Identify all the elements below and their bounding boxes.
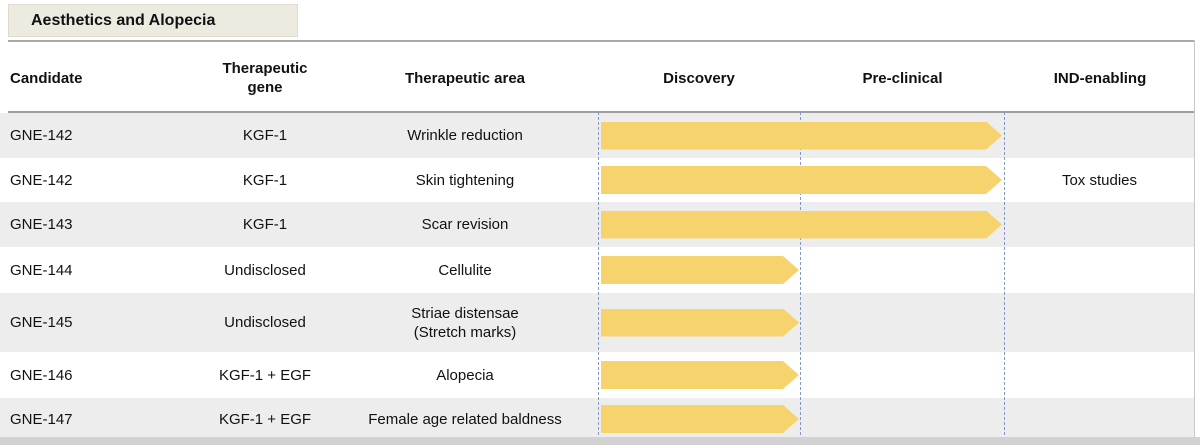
slide-title-tab: Aesthetics and Alopecia: [8, 4, 298, 37]
therapeutic-gene-cell: Undisclosed: [224, 261, 306, 279]
candidate-cell: GNE-142: [10, 171, 73, 189]
candidate-cell: GNE-144: [10, 261, 73, 279]
progress-arrow: [601, 361, 799, 389]
progress-arrow: [601, 122, 1002, 150]
table-bottom-edge: [0, 437, 1200, 445]
progress-arrow: [601, 405, 799, 433]
title-divider-line: [8, 40, 1194, 42]
therapeutic-area-cell: Scar revision: [421, 216, 509, 233]
progress-arrow: [601, 211, 1002, 239]
table-row: GNE-145 Undisclosed Striae distensae (Stret…: [0, 293, 1195, 352]
header-divider-line: [8, 111, 1195, 113]
therapeutic-area-cell: Alopecia: [436, 366, 494, 384]
tox-studies-label: Tox studies: [1061, 171, 1138, 189]
therapeutic-gene-cell: KGF-1 + EGF: [218, 410, 312, 428]
therapeutic-gene-cell: KGF-1 + EGF: [218, 366, 312, 384]
progress-arrow: [601, 309, 799, 337]
column-header-ind-enabling: IND-enabling: [1053, 69, 1147, 87]
candidate-cell: GNE-147: [10, 410, 73, 428]
table-row: GNE-142 KGF-1 Wrinkle reduction: [0, 113, 1195, 158]
therapeutic-area-cell: Striae distensae (Stretch marks): [411, 304, 519, 341]
progress-arrow: [601, 256, 799, 284]
table-row: GNE-147 KGF-1 + EGF Female age related bal…: [0, 398, 1195, 440]
stage-separator-discovery-end: [800, 112, 801, 440]
candidate-cell: GNE-142: [10, 127, 73, 144]
therapeutic-gene-cell: KGF-1: [242, 171, 288, 189]
table-row: GNE-146 KGF-1 + EGF Alopecia: [0, 352, 1195, 398]
stage-separator-discovery-start: [598, 112, 599, 440]
candidate-cell: GNE-145: [10, 314, 73, 331]
candidate-cell: GNE-146: [10, 366, 73, 384]
candidate-cell: GNE-143: [10, 216, 73, 233]
therapeutic-gene-cell: KGF-1: [242, 216, 288, 233]
slide-title: Aesthetics and Alopecia: [31, 11, 216, 29]
column-header-candidate: Candidate: [10, 69, 83, 87]
therapeutic-area-cell: Skin tightening: [415, 171, 515, 189]
ind-enabling-merged-cell: Tox studies: [1005, 113, 1194, 247]
therapeutic-area-cell: Wrinkle reduction: [407, 127, 523, 144]
column-header-pre-clinical: Pre-clinical: [862, 69, 943, 87]
table-right-border: [1194, 40, 1195, 440]
therapeutic-gene-cell: KGF-1: [242, 127, 288, 144]
progress-arrow: [601, 166, 1002, 194]
table-row: GNE-144 Undisclosed Cellulite: [0, 247, 1195, 293]
column-header-discovery: Discovery: [663, 69, 735, 87]
therapeutic-gene-cell: Undisclosed: [224, 314, 306, 331]
therapeutic-area-cell: Cellulite: [438, 261, 492, 279]
therapeutic-area-cell: Female age related baldness: [368, 410, 562, 428]
stage-separator-preclinical-end: [1004, 112, 1005, 440]
column-header-therapeutic-area: Therapeutic area: [404, 69, 526, 87]
column-header-therapeutic-gene: Therapeutic gene: [222, 60, 308, 96]
